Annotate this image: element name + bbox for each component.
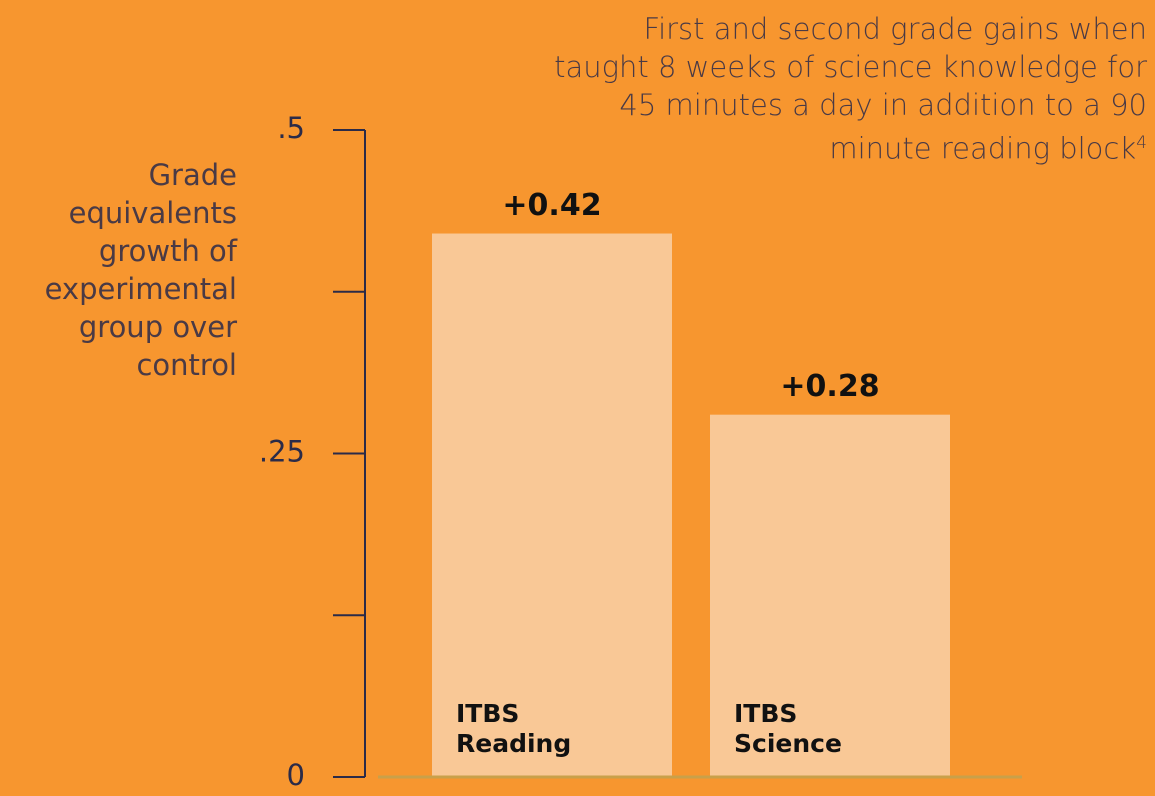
- category-label: ITBS Reading: [456, 699, 572, 758]
- y-axis-label: Grade equivalents growth of experimental…: [44, 158, 237, 382]
- footnote-ref: 4: [1136, 133, 1147, 153]
- y-tick-label: .5: [277, 111, 305, 145]
- y-tick-label: 0: [287, 758, 305, 792]
- value-label: +0.28: [780, 369, 879, 404]
- chart-title: First and second grade gains when taught…: [547, 10, 1147, 168]
- title-text: First and second grade gains when taught…: [554, 12, 1147, 166]
- category-label: ITBS Science: [734, 699, 842, 758]
- y-tick-label: .25: [259, 435, 305, 469]
- bar: [432, 233, 672, 777]
- bar: [710, 414, 950, 777]
- value-label: +0.42: [502, 188, 601, 223]
